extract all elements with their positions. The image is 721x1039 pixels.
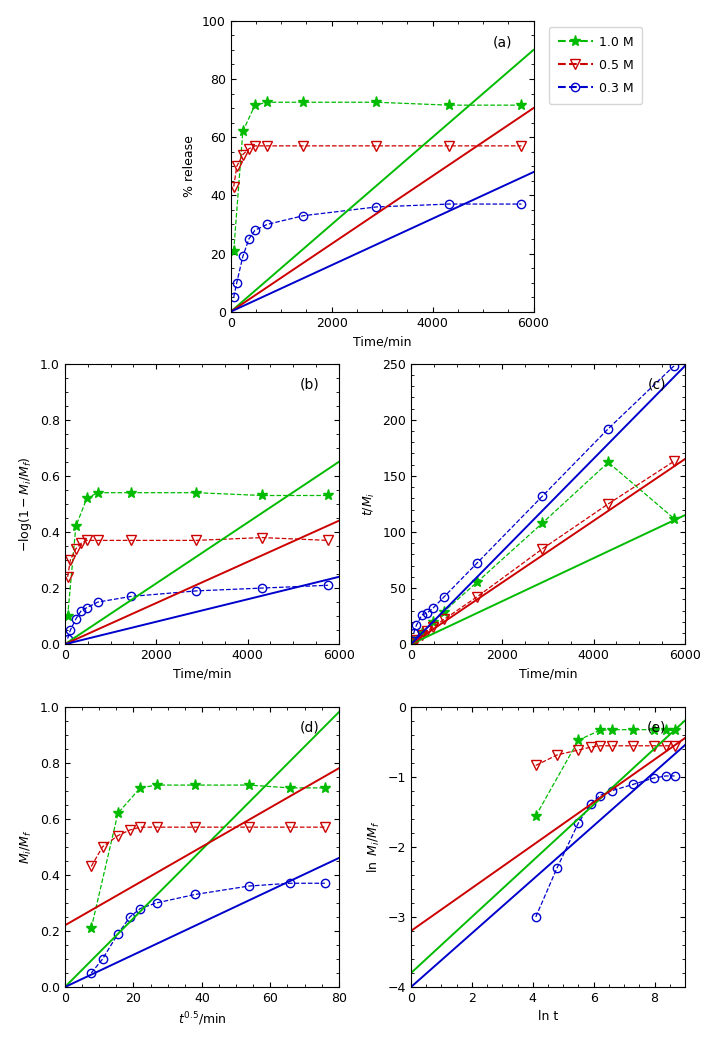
Y-axis label: $M_i/M_f$: $M_i/M_f$	[19, 829, 35, 864]
Y-axis label: $\ln\ M_i/M_f$: $\ln\ M_i/M_f$	[366, 821, 382, 873]
Text: (c): (c)	[647, 378, 665, 392]
Y-axis label: $t/M_i$: $t/M_i$	[361, 491, 376, 516]
Text: (b): (b)	[300, 378, 319, 392]
Y-axis label: % release: % release	[183, 135, 196, 197]
Legend: 1.0 M, 0.5 M, 0.3 M: 1.0 M, 0.5 M, 0.3 M	[549, 27, 642, 104]
Y-axis label: $-\log(1-M_i/M_f)$: $-\log(1-M_i/M_f)$	[17, 456, 35, 552]
X-axis label: Time/min: Time/min	[353, 336, 412, 348]
X-axis label: Time/min: Time/min	[518, 668, 578, 681]
X-axis label: $t^{0.5}$/min: $t^{0.5}$/min	[177, 1011, 226, 1028]
Text: (a): (a)	[493, 35, 513, 49]
Text: (e): (e)	[647, 721, 665, 735]
X-axis label: Time/min: Time/min	[172, 668, 231, 681]
Text: (d): (d)	[300, 721, 319, 735]
X-axis label: ln t: ln t	[538, 1011, 558, 1023]
